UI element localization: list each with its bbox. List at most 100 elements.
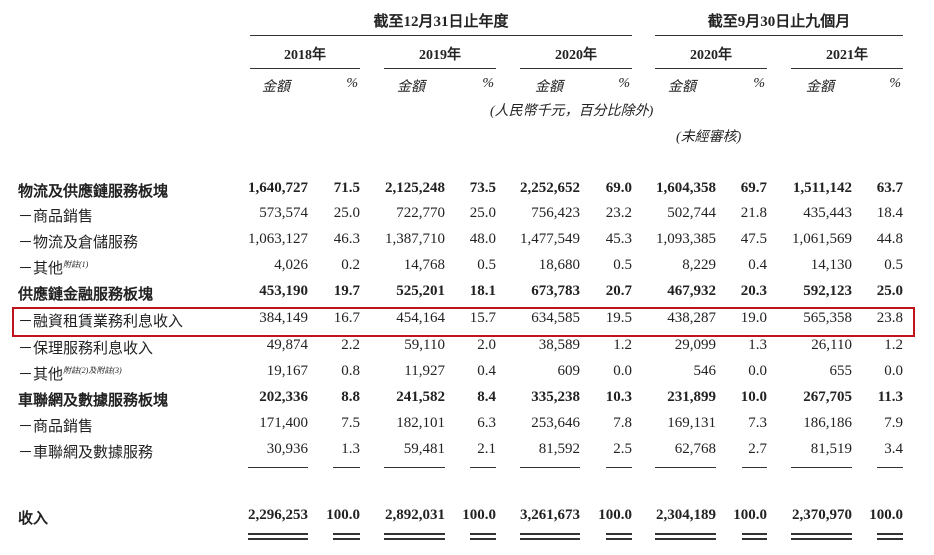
row-label-text: －融資租賃業務利息收入 — [18, 314, 184, 330]
percent-cell: 63.7 — [876, 180, 903, 196]
percent-cell: 44.8 — [876, 231, 903, 247]
amount-cell: 182,101 — [396, 415, 445, 431]
amount-cell: 525,201 — [396, 283, 445, 299]
percent-cell: 2.7 — [748, 441, 767, 457]
amount-cell: 30,936 — [266, 441, 308, 457]
percent-cell: 71.5 — [333, 180, 360, 196]
amount-header: 金額 — [262, 80, 290, 95]
percent-cell: 19.5 — [605, 310, 632, 326]
total-double-rule — [606, 533, 632, 540]
percent-cell: 21.8 — [740, 205, 767, 221]
percent-cell: 0.5 — [477, 257, 496, 273]
percent-cell: 2.2 — [341, 337, 360, 353]
amount-cell: 609 — [557, 363, 581, 379]
percent-cell: 6.3 — [477, 415, 496, 431]
table-row: －其他附註(2)及附註(3) 19,167 0.8 11,927 0.4 609 0.0 54… — [0, 363, 934, 387]
percent-cell: 25.0 — [469, 205, 496, 221]
percent-cell: 0.8 — [341, 363, 360, 379]
row-label: －其他附註(1) — [18, 257, 88, 278]
percent-cell: 2.5 — [613, 441, 632, 457]
amount-cell: 1,061,569 — [792, 231, 852, 247]
amount-cell: 8,229 — [682, 257, 716, 273]
percent-header: % — [753, 76, 765, 91]
amount-cell: 14,768 — [403, 257, 445, 273]
amount-cell: 335,238 — [531, 389, 580, 405]
percent-cell: 18.4 — [876, 205, 903, 221]
amount-cell: 384,149 — [259, 310, 308, 326]
amount-cell: 241,582 — [396, 389, 445, 405]
percent-cell: 7.5 — [341, 415, 360, 431]
total-double-rule — [791, 533, 852, 540]
total-double-rule — [384, 533, 445, 540]
percent-cell: 16.7 — [333, 310, 360, 326]
percent-cell: 2.1 — [477, 441, 496, 457]
amount-cell: 438,287 — [667, 310, 716, 326]
row-label-text: 車聯網及數據服務板塊 — [18, 393, 169, 409]
percent-cell: 100.0 — [598, 507, 632, 523]
amount-cell: 81,519 — [810, 441, 852, 457]
amount-cell: 453,190 — [259, 283, 308, 299]
footnote-ref: 附註(1) — [63, 260, 89, 269]
amount-cell: 1,093,385 — [656, 231, 716, 247]
amount-cell: 11,927 — [404, 363, 445, 379]
subtotal-rule — [655, 467, 716, 468]
percent-cell: 69.7 — [740, 180, 767, 196]
subtotal-rule — [742, 467, 767, 468]
percent-cell: 0.0 — [884, 363, 903, 379]
amount-cell: 231,899 — [667, 389, 716, 405]
percent-cell: 15.7 — [469, 310, 496, 326]
amount-cell: 2,304,189 — [656, 507, 716, 523]
amount-cell: 267,705 — [803, 389, 852, 405]
amount-cell: 673,783 — [531, 283, 580, 299]
amount-cell: 171,400 — [259, 415, 308, 431]
amount-cell: 435,443 — [803, 205, 852, 221]
row-label: 物流及供應鏈服務板塊 — [18, 180, 168, 201]
amount-cell: 502,744 — [667, 205, 716, 221]
table-row: 車聯網及數據服務板塊 202,336 8.8 241,582 8.4 335,238 10.… — [0, 389, 934, 413]
percent-cell: 18.1 — [469, 283, 496, 299]
amount-cell: 26,110 — [811, 337, 852, 353]
amount-cell: 59,481 — [403, 441, 445, 457]
row-label-text: －保理服務利息收入 — [18, 341, 154, 357]
unit-note: (人民幣千元，百分比除外) — [490, 104, 654, 119]
percent-header: % — [618, 76, 630, 91]
percent-cell: 20.7 — [605, 283, 632, 299]
amount-cell: 565,358 — [803, 310, 852, 326]
table-row: －車聯網及數據服務 30,936 1.3 59,481 2.1 81,592 2.5 62,7… — [0, 441, 934, 465]
row-label-text: －物流及倉儲服務 — [18, 235, 139, 251]
percent-cell: 7.8 — [613, 415, 632, 431]
amount-cell: 186,186 — [803, 415, 852, 431]
amount-cell: 38,589 — [538, 337, 580, 353]
total-double-rule — [470, 533, 496, 540]
percent-cell: 73.5 — [469, 180, 496, 196]
amount-cell: 1,387,710 — [385, 231, 445, 247]
amount-cell: 1,063,127 — [248, 231, 308, 247]
table-row: －商品銷售 171,400 7.5 182,101 6.3 253,646 7.8 169,1… — [0, 415, 934, 439]
row-label: －保理服務利息收入 — [18, 337, 153, 358]
subtotal-rule — [877, 467, 903, 468]
table-row: 供應鏈金融服務板塊 453,190 19.7 525,201 18.1 673,783 20… — [0, 283, 934, 307]
percent-cell: 48.0 — [469, 231, 496, 247]
percent-cell: 3.4 — [884, 441, 903, 457]
row-label: －融資租賃業務利息收入 — [18, 310, 183, 331]
percent-cell: 46.3 — [333, 231, 360, 247]
row-label-text: －其他 — [18, 261, 64, 277]
table-row: －融資租賃業務利息收入 384,149 16.7 454,164 15.7 634,585… — [0, 310, 934, 334]
year-2021-9m: 2021年 — [791, 44, 903, 69]
row-label-text: －商品銷售 — [18, 209, 94, 225]
percent-cell: 100.0 — [326, 507, 360, 523]
row-label-text: －商品銷售 — [18, 419, 94, 435]
amount-cell: 634,585 — [531, 310, 580, 326]
percent-cell: 0.4 — [748, 257, 767, 273]
percent-cell: 2.0 — [477, 337, 496, 353]
percent-header: % — [482, 76, 494, 91]
amount-cell: 169,131 — [667, 415, 716, 431]
row-label: －車聯網及數據服務 — [18, 441, 153, 462]
group-header-fy: 截至12月31日止年度 — [250, 10, 632, 36]
total-double-rule — [742, 533, 767, 540]
percent-cell: 100.0 — [733, 507, 767, 523]
amount-cell: 454,164 — [396, 310, 445, 326]
percent-cell: 69.0 — [605, 180, 632, 196]
total-double-rule — [655, 533, 716, 540]
percent-cell: 0.2 — [341, 257, 360, 273]
